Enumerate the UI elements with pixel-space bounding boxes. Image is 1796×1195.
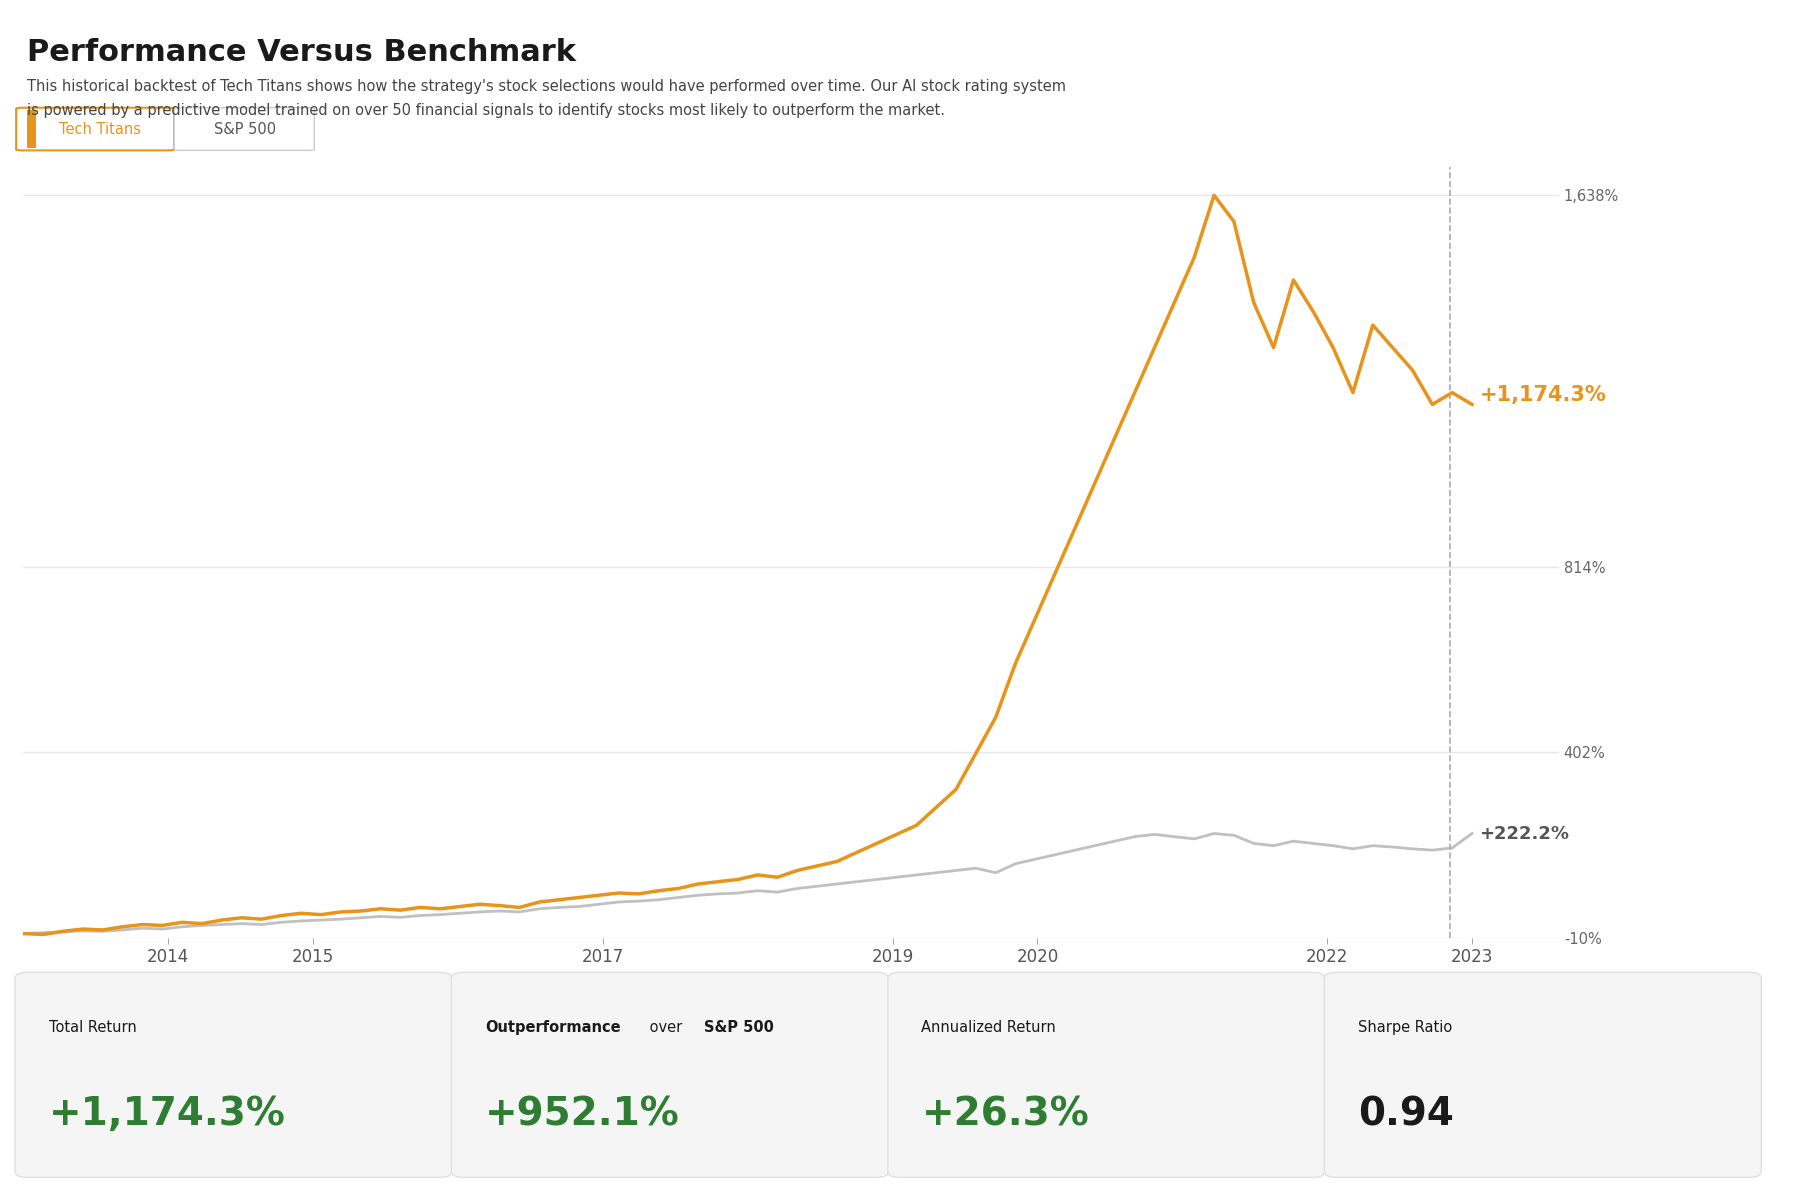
Text: 0.94: 0.94: [1358, 1096, 1453, 1133]
Text: Annualized Return: Annualized Return: [921, 1021, 1056, 1035]
Text: +222.2%: +222.2%: [1480, 825, 1570, 842]
Text: over: over: [645, 1021, 686, 1035]
FancyBboxPatch shape: [887, 973, 1325, 1177]
Text: +26.3%: +26.3%: [921, 1096, 1088, 1133]
Text: S&P 500: S&P 500: [704, 1021, 774, 1035]
Bar: [27, 110, 36, 148]
FancyBboxPatch shape: [174, 108, 314, 151]
FancyBboxPatch shape: [451, 973, 889, 1177]
Text: Performance Versus Benchmark: Performance Versus Benchmark: [27, 38, 577, 67]
Text: +1,174.3%: +1,174.3%: [1480, 385, 1606, 405]
Text: +952.1%: +952.1%: [485, 1096, 679, 1133]
Text: Total Return: Total Return: [48, 1021, 136, 1035]
Text: Tech Titans: Tech Titans: [59, 122, 142, 136]
FancyBboxPatch shape: [16, 108, 174, 151]
Text: Sharpe Ratio: Sharpe Ratio: [1358, 1021, 1453, 1035]
Text: Outperformance: Outperformance: [485, 1021, 621, 1035]
Text: is powered by a predictive model trained on over 50 financial signals to identif: is powered by a predictive model trained…: [27, 103, 945, 118]
FancyBboxPatch shape: [1324, 973, 1762, 1177]
FancyBboxPatch shape: [14, 973, 453, 1177]
Text: S&P 500: S&P 500: [214, 122, 277, 136]
Text: +1,174.3%: +1,174.3%: [48, 1096, 286, 1133]
Text: This historical backtest of Tech Titans shows how the strategy's stock selection: This historical backtest of Tech Titans …: [27, 79, 1067, 94]
